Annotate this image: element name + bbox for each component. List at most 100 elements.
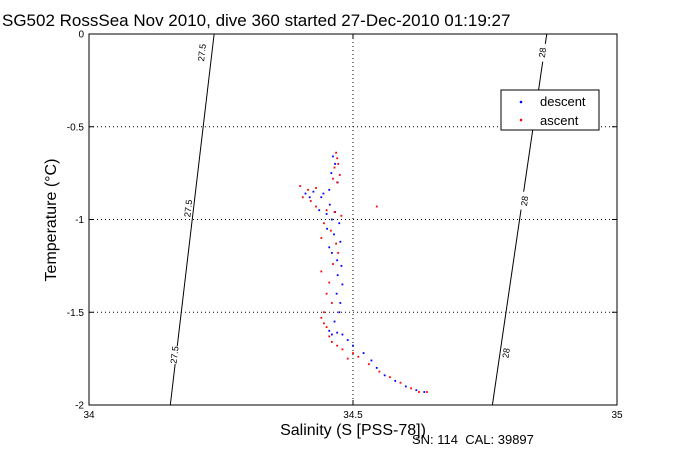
contour-label: 28 [537, 47, 548, 58]
point-ascent [299, 185, 302, 188]
point-ascent [323, 322, 325, 325]
point-descent [328, 203, 331, 206]
point-descent [330, 172, 333, 175]
point-descent [394, 379, 397, 382]
point-ascent [325, 209, 328, 212]
point-ascent [333, 211, 336, 213]
x-tick-label: 34.5 [343, 410, 363, 421]
point-ascent [346, 357, 349, 360]
point-ascent [367, 363, 370, 366]
legend-marker-descent [519, 100, 523, 104]
point-ascent [341, 348, 344, 351]
point-descent [338, 222, 341, 225]
point-ascent [328, 335, 331, 338]
point-descent [341, 283, 344, 286]
point-ascent [340, 214, 343, 217]
contour-label-bg [536, 42, 549, 63]
point-descent [338, 311, 341, 314]
point-ascent [336, 181, 339, 184]
point-descent [375, 367, 378, 369]
point-descent [336, 331, 339, 334]
point-descent [326, 227, 329, 230]
contour-label-bg [196, 43, 208, 63]
legend-label-descent: descent [540, 94, 586, 109]
point-ascent [320, 270, 323, 273]
point-ascent [337, 251, 340, 254]
point-descent [346, 339, 349, 341]
point-descent [340, 264, 343, 267]
point-descent [336, 259, 339, 262]
contour-label: 27.5 [182, 199, 194, 218]
point-ascent [337, 162, 340, 165]
density-contour-line [169, 33, 215, 406]
point-ascent [336, 157, 339, 160]
x-axis-label: Salinity (S [PSS-78]) [280, 422, 426, 439]
contour-label: 28 [500, 347, 511, 358]
point-descent [308, 196, 311, 199]
point-descent [330, 251, 333, 254]
point-descent [333, 320, 336, 323]
point-descent [330, 218, 333, 221]
serial-calibration-footer: SN: 114 CAL: 39897 [412, 432, 534, 447]
point-ascent [323, 311, 325, 314]
axis-ticks: 34 34.5 35 0 -0.5 -1 -1.5 -2 [67, 30, 623, 422]
legend: descent ascent [500, 89, 600, 131]
contour-label-bg [500, 343, 512, 363]
point-descent [322, 192, 325, 195]
point-descent [328, 246, 331, 249]
point-ascent [357, 355, 360, 358]
point-descent [423, 391, 426, 393]
point-descent [320, 196, 323, 199]
point-descent [370, 359, 373, 362]
point-ascent [330, 341, 333, 343]
point-descent [318, 209, 321, 212]
point-ascent [315, 205, 317, 208]
data-points [299, 151, 428, 393]
point-ascent [352, 352, 354, 354]
point-ascent [315, 187, 317, 189]
contour-label-bg [182, 198, 194, 218]
point-descent [335, 292, 338, 295]
point-ascent [309, 200, 312, 202]
point-descent [328, 329, 331, 332]
point-descent [362, 352, 365, 354]
point-descent [334, 162, 336, 165]
point-descent [333, 233, 335, 236]
point-ascent [375, 205, 378, 208]
point-ascent [399, 381, 402, 384]
point-ascent [325, 292, 328, 295]
legend-label-ascent: ascent [540, 113, 579, 128]
point-ascent [410, 387, 412, 390]
point-ascent [332, 177, 334, 180]
point-descent [328, 188, 331, 191]
point-ascent [325, 326, 328, 328]
point-ascent [418, 391, 420, 393]
point-ascent [320, 316, 323, 319]
point-descent [339, 302, 342, 304]
legend-marker-ascent [519, 118, 523, 122]
point-ascent [333, 166, 336, 169]
point-ascent [329, 229, 332, 232]
point-descent [304, 192, 307, 195]
point-descent [339, 240, 342, 243]
x-tick-label: 34 [83, 410, 95, 421]
contour-label-bg [518, 191, 531, 211]
point-descent [312, 190, 315, 193]
contour-label-bg [169, 345, 181, 365]
y-tick-label: -1 [75, 215, 84, 226]
y-axis-label: Temperature (°C) [43, 159, 60, 282]
contour-label: 27.5 [169, 346, 181, 365]
point-ascent [323, 222, 325, 225]
point-ascent [328, 281, 331, 284]
point-ascent [426, 391, 428, 393]
point-ascent [307, 188, 310, 191]
point-ascent [320, 237, 323, 239]
point-descent [336, 274, 339, 277]
point-descent [383, 374, 386, 377]
contour-label: 27.5 [196, 43, 208, 62]
point-descent [404, 385, 407, 388]
point-ascent [336, 344, 339, 347]
point-ascent [335, 151, 338, 154]
y-tick-label: 0 [78, 30, 84, 41]
point-ascent [330, 302, 333, 304]
